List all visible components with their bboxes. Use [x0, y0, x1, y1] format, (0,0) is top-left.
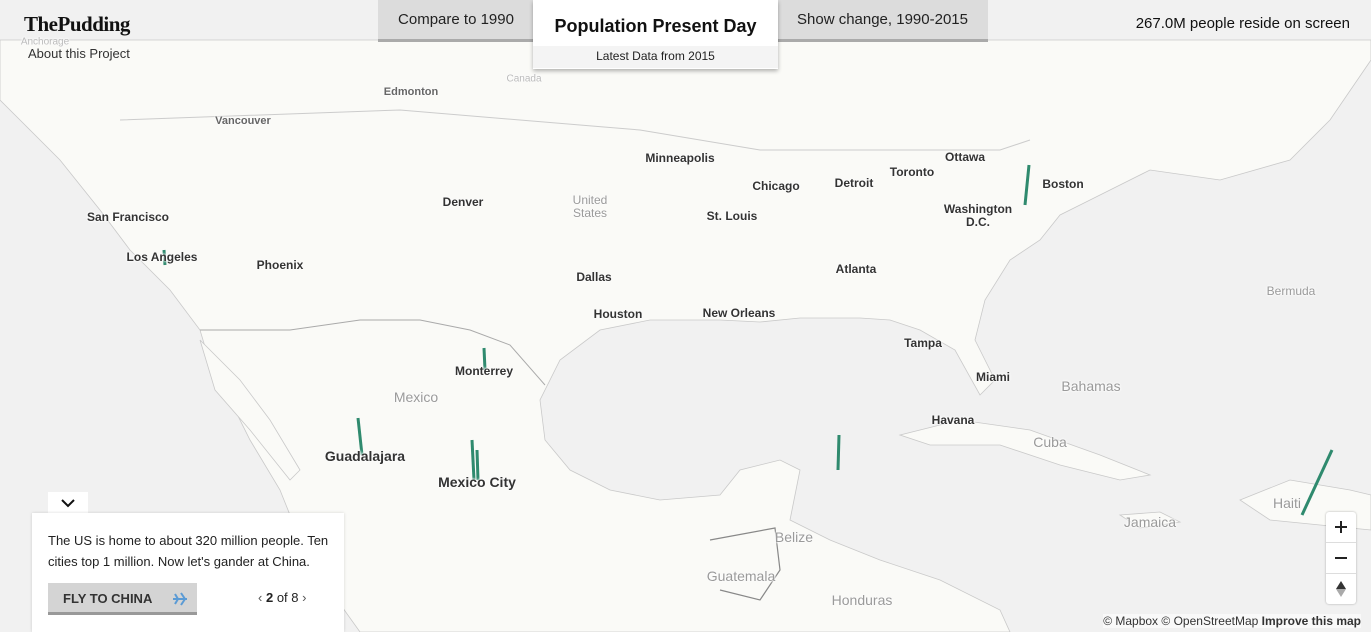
map-label: Houston	[593, 307, 643, 321]
land-jamaica	[1118, 511, 1182, 529]
map-label: Dallas	[576, 270, 612, 284]
map-label: Canada	[506, 73, 542, 85]
map-label: Boston	[1042, 177, 1084, 191]
map-label: United States	[572, 193, 608, 220]
map-label: Guadalajara	[324, 448, 406, 464]
border-us-canada	[119, 109, 1031, 151]
map-label: Los Angeles	[126, 250, 198, 264]
change-tab[interactable]: Show change, 1990-2015	[777, 0, 988, 42]
map-label: Denver	[442, 195, 484, 209]
collapse-button[interactable]	[48, 492, 88, 514]
map-label: Mexico City	[438, 474, 516, 490]
map-label: Detroit	[834, 176, 874, 190]
map-label: San Francisco	[86, 210, 170, 224]
mapbox-credit[interactable]: © Mapbox	[1103, 614, 1159, 628]
population-spikes	[162, 164, 1334, 516]
map-label: Havana	[931, 413, 975, 427]
tab-subtitle: Latest Data from 2015	[533, 46, 778, 68]
brand-logo[interactable]: ThePudding	[24, 12, 130, 36]
map-label: Jamaica	[1123, 514, 1177, 530]
map-label: Anchorage	[20, 36, 70, 48]
map-label: Belize	[774, 529, 814, 545]
pager-total: of 8	[276, 590, 299, 605]
active-tab[interactable]: Population Present Day Latest Data from …	[533, 0, 778, 69]
map-label: Edmonton	[383, 86, 439, 98]
map-label: Mexico	[393, 389, 439, 405]
pager: ‹ 2 of 8 ›	[258, 590, 306, 605]
map-label: Minneapolis	[645, 151, 715, 165]
map-label: Bahamas	[1061, 378, 1121, 394]
attribution: © Mapbox © OpenStreetMap Improve this ma…	[1103, 614, 1361, 628]
map-label: New Orleans	[702, 306, 776, 320]
zoom-out[interactable]	[1326, 543, 1356, 574]
compass[interactable]	[1326, 574, 1356, 604]
story-text: The US is home to about 320 million peop…	[48, 533, 329, 569]
story-card: The US is home to about 320 million peop…	[32, 513, 344, 632]
compare-tab[interactable]: Compare to 1990	[378, 0, 534, 42]
map-label: Toronto	[889, 165, 935, 179]
land-cuba	[898, 419, 1152, 481]
map-label: Washington D.C.	[943, 202, 1013, 229]
border-us-mexico	[200, 319, 546, 386]
map-label: Cuba	[1033, 434, 1067, 450]
prev-button[interactable]: ‹	[258, 590, 263, 605]
map-label: Ottawa	[944, 150, 986, 164]
tab-title: Population Present Day	[554, 16, 757, 36]
map-label: Chicago	[752, 179, 800, 193]
osm-credit[interactable]: © OpenStreetMap	[1161, 614, 1259, 628]
border-central-america	[709, 527, 781, 601]
chevron-icon	[61, 498, 75, 507]
map-label: Monterrey	[454, 364, 514, 378]
zoom-controls	[1326, 512, 1356, 604]
population-counter: 267.0M people reside on screen	[1135, 15, 1350, 32]
map-label: Atlanta	[835, 262, 877, 276]
about-link[interactable]: About this Project	[28, 46, 130, 61]
fly-button[interactable]: FLY TO CHINA	[48, 583, 197, 615]
next-button[interactable]: ›	[302, 590, 307, 605]
map-label: Haiti	[1272, 495, 1302, 511]
land-baja	[199, 339, 301, 481]
plane-icon	[173, 592, 187, 606]
improve-link[interactable]: Improve this map	[1261, 614, 1361, 628]
map-label: Bermuda	[1266, 284, 1316, 298]
pager-current: 2	[265, 590, 274, 605]
zoom-in[interactable]	[1326, 512, 1356, 543]
map-label: Vancouver	[215, 115, 271, 127]
map-label: Honduras	[831, 592, 893, 608]
map-label: St. Louis	[706, 209, 758, 223]
map-label: Miami	[975, 370, 1011, 384]
fly-button-label: FLY TO CHINA	[63, 591, 153, 606]
map-label: Guatemala	[706, 568, 776, 584]
map-label: Tampa	[904, 336, 942, 350]
map-label: Phoenix	[256, 258, 304, 272]
